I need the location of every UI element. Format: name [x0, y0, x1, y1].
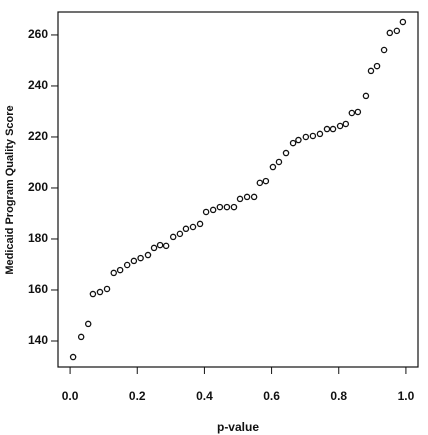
data-point	[116, 266, 124, 274]
y-tick-label: 180	[28, 231, 48, 245]
y-axis-label: Medicaid Program Quality Score	[4, 105, 16, 274]
data-point	[84, 320, 92, 328]
data-point	[348, 109, 356, 117]
y-tick-label: 140	[28, 333, 48, 347]
data-point	[169, 233, 177, 241]
data-point	[162, 242, 170, 250]
data-point	[216, 203, 224, 211]
data-point	[182, 225, 190, 233]
x-tick-label: 0.6	[263, 389, 280, 403]
data-point	[176, 230, 184, 238]
plot-frame	[57, 11, 419, 368]
x-tick-label: 0.0	[62, 389, 79, 403]
data-point	[150, 244, 158, 252]
data-point	[316, 130, 324, 138]
data-point	[302, 133, 310, 141]
x-axis-label: p-value	[217, 420, 259, 434]
data-point	[362, 92, 370, 100]
data-point	[243, 193, 251, 201]
data-point	[295, 136, 302, 144]
data-point	[380, 46, 388, 54]
data-point	[399, 18, 407, 26]
data-point	[103, 285, 111, 293]
data-point	[250, 193, 258, 201]
data-point	[289, 139, 297, 147]
x-tick-label: 0.2	[129, 389, 146, 403]
data-point	[110, 269, 117, 277]
x-tick-label: 1.0	[398, 389, 415, 403]
data-point	[309, 132, 317, 140]
y-tick-label: 220	[28, 129, 48, 143]
x-tick-label: 0.8	[330, 389, 347, 403]
data-point	[123, 261, 131, 269]
y-tick-label: 160	[28, 282, 48, 296]
data-point	[137, 254, 144, 262]
data-point	[269, 163, 277, 171]
y-tick-label: 260	[28, 27, 48, 41]
data-point	[236, 195, 244, 203]
data-point	[256, 179, 264, 187]
data-point	[156, 241, 164, 249]
data-point	[202, 208, 210, 216]
data-point	[89, 290, 97, 298]
x-tick-label: 0.4	[196, 389, 213, 403]
y-tick-label: 240	[28, 78, 48, 92]
data-point	[144, 251, 152, 259]
data-point	[223, 203, 231, 211]
data-point	[367, 67, 375, 75]
data-point	[69, 353, 77, 361]
data-point	[209, 206, 217, 214]
data-point	[323, 125, 331, 133]
data-point	[386, 29, 394, 37]
data-point	[189, 223, 197, 231]
data-point	[354, 108, 362, 116]
data-point	[230, 203, 238, 211]
y-tick-label: 200	[28, 180, 48, 194]
data-point	[96, 288, 104, 296]
data-point	[282, 149, 290, 157]
data-point	[275, 158, 283, 166]
data-point	[342, 120, 350, 128]
data-point	[196, 220, 204, 228]
data-point	[329, 125, 337, 133]
data-point	[373, 62, 381, 70]
data-point	[336, 122, 344, 130]
data-point	[262, 177, 270, 185]
data-point	[77, 333, 85, 341]
data-point	[130, 257, 138, 265]
data-point	[393, 27, 401, 35]
